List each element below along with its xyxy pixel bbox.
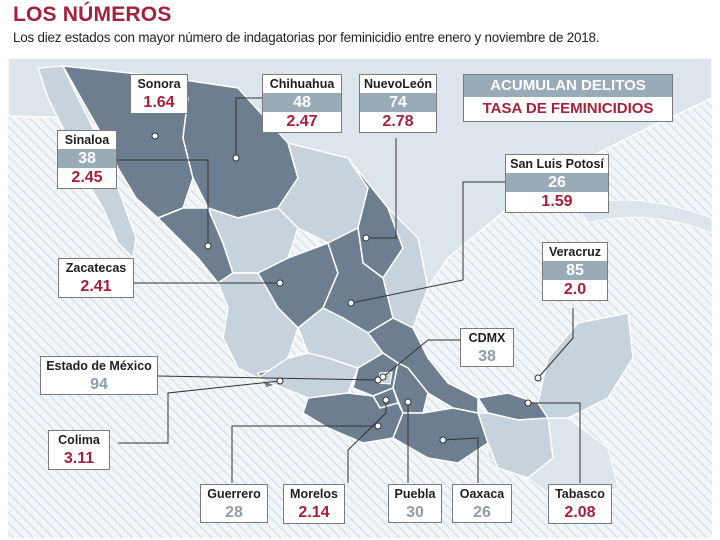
crime-count: 48	[263, 93, 341, 112]
state-name: Veracruz	[548, 245, 602, 259]
femicide-rate: 2.41	[80, 278, 112, 295]
leader-tabasco	[528, 402, 581, 483]
crime-count: 94	[90, 376, 108, 393]
leader-sinaloa	[116, 159, 209, 246]
page-title: LOS NÚMEROS	[13, 3, 172, 26]
crime-count: 26	[473, 504, 491, 521]
legend: ACUMULAN DELITOS TASA DE FEMINICIDIOS	[463, 74, 673, 122]
state-name: NuevoLeón	[364, 77, 433, 91]
callout-cdmx: CDMX 38	[460, 328, 514, 367]
femicide-rate: 2.0	[563, 281, 587, 298]
callout-zacatecas: Zacatecas 2.41	[58, 258, 134, 298]
femicide-rate: 2.14	[298, 504, 330, 521]
callout-nuevo-leon: NuevoLeón 74 2.78	[359, 74, 437, 133]
femicide-rate: 2.45	[71, 169, 103, 186]
leader-lines	[116, 97, 581, 483]
cuba-land	[577, 199, 712, 234]
leader-veracruz	[537, 308, 574, 379]
leader-dots	[151, 132, 542, 444]
crime-count: 26	[506, 173, 608, 192]
state-name: San Luis Potosí	[510, 157, 604, 171]
state-name: Guerrero	[207, 487, 261, 501]
callout-tabasco: Tabasco 2.08	[548, 484, 612, 524]
state-name: Morelos	[290, 487, 338, 501]
leader-cdmx	[382, 339, 468, 378]
callout-estado-de-mexico: Estado de México 94	[40, 356, 158, 395]
callout-chihuahua: Chihuahua 48 2.47	[262, 74, 342, 133]
state-name: Zacatecas	[65, 261, 127, 275]
leader-oaxaca	[442, 437, 479, 483]
crime-count: 74	[360, 93, 436, 112]
leader-edomex	[157, 375, 379, 381]
crime-count: 38	[58, 149, 116, 168]
legend-rate-label: TASA DE FEMINICIDIOS	[482, 100, 654, 117]
leader-guerrero	[231, 425, 378, 483]
callout-san-luis-potosi: San Luis Potosí 26 1.59	[505, 154, 609, 213]
crime-count: 30	[406, 504, 424, 521]
femicide-rate: 3.11	[63, 450, 95, 467]
state-name: Oaxaca	[459, 487, 505, 501]
state-name: Sinaloa	[64, 133, 110, 147]
femicide-rate: 1.64	[143, 94, 175, 111]
state-name: Estado de México	[46, 359, 152, 373]
femicide-rate: 1.59	[541, 193, 573, 210]
callout-sinaloa: Sinaloa 38 2.45	[57, 130, 117, 189]
legend-crimes-label: ACUMULAN DELITOS	[464, 75, 672, 97]
state-name: Tabasco	[555, 487, 605, 501]
callout-morelos: Morelos 2.14	[283, 484, 345, 524]
callout-guerrero: Guerrero 28	[200, 484, 268, 523]
state-name: CDMX	[468, 331, 506, 345]
state-yucatan-peninsula	[537, 312, 634, 419]
crime-count: 38	[478, 348, 496, 365]
state-name: Chihuahua	[269, 77, 335, 91]
state-name: Colima	[58, 433, 100, 447]
femicide-rate: 2.08	[564, 504, 596, 521]
callout-puebla: Puebla 30	[388, 484, 442, 523]
callout-sonora: Sonora 1.64	[130, 74, 188, 114]
state-name: Puebla	[394, 487, 436, 501]
femicide-rate: 2.78	[382, 113, 414, 130]
callout-colima: Colima 3.11	[48, 430, 110, 470]
leader-nuevo-leon	[366, 138, 397, 239]
state-name: Sonora	[137, 77, 181, 91]
leader-colima	[118, 380, 281, 444]
state-chiapas	[476, 412, 554, 479]
callout-oaxaca: Oaxaca 26	[452, 484, 512, 523]
leader-morelos	[347, 400, 387, 483]
crime-count: 28	[225, 504, 243, 521]
femicide-rate: 2.47	[286, 113, 318, 130]
leader-slp	[350, 181, 505, 304]
crime-count: 85	[543, 261, 607, 280]
page-subtitle: Los diez estados con mayor número de ind…	[13, 30, 600, 45]
callout-veracruz: Veracruz 85 2.0	[542, 242, 608, 301]
leader-chihuahua	[235, 97, 262, 158]
